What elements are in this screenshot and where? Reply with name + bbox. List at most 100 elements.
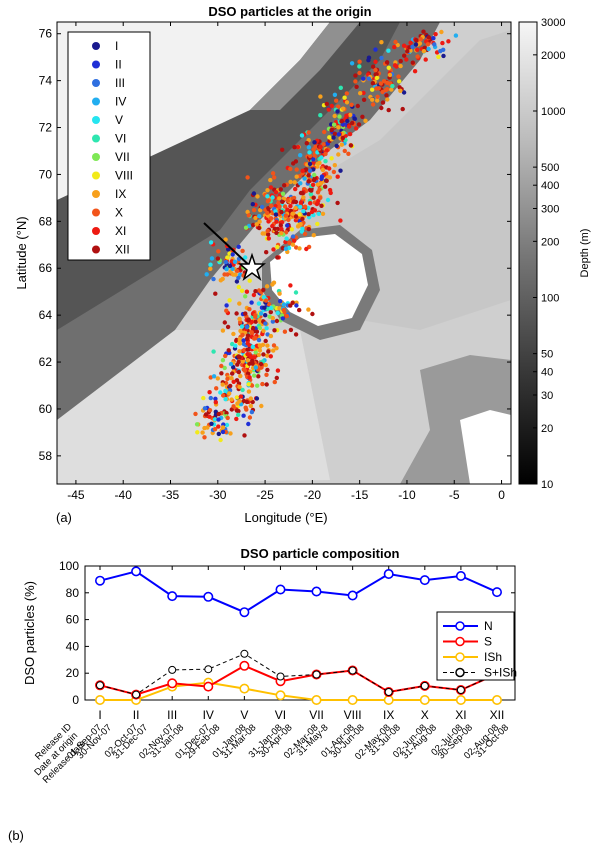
particle-dot	[251, 207, 257, 213]
particle-dot	[332, 163, 337, 168]
particle-dot	[389, 87, 394, 92]
particle-dot	[229, 397, 234, 402]
particle-dot	[208, 266, 213, 271]
particle-dot	[202, 435, 207, 440]
data-point	[95, 694, 106, 705]
particle-dot	[327, 135, 332, 140]
map-ytick-label: 62	[39, 355, 53, 369]
particle-dot	[325, 197, 331, 203]
particle-dot	[338, 85, 343, 91]
data-point	[312, 670, 321, 679]
particle-dot	[412, 69, 418, 74]
particle-dot	[237, 384, 242, 390]
particle-dot	[258, 311, 264, 316]
particle-dot	[261, 295, 267, 300]
particle-dot	[405, 49, 410, 54]
data-point	[384, 688, 393, 696]
particle-dot	[375, 94, 380, 100]
particle-dot	[268, 177, 273, 183]
particle-dot	[397, 79, 402, 84]
colorbar-tick-label: 10	[541, 479, 553, 491]
particle-dot	[231, 404, 236, 409]
particle-dot	[295, 144, 301, 150]
legend-label: VI	[115, 132, 126, 146]
particle-dot	[300, 216, 305, 222]
particle-dot	[282, 204, 288, 209]
particle-dot	[231, 365, 236, 370]
particle-dot	[237, 301, 242, 306]
particle-dot	[301, 208, 306, 214]
particle-dot	[240, 387, 245, 393]
particle-dot	[216, 431, 221, 437]
release-id-label: IV	[203, 708, 214, 722]
map-ytick-label: 64	[39, 308, 53, 322]
map-xtick-label: -45	[67, 488, 85, 502]
particle-dot	[216, 424, 221, 429]
particle-dot	[268, 354, 273, 359]
particle-dot	[225, 255, 230, 260]
series-line-ish	[100, 681, 497, 701]
chart-ylabel: DSO particles (%)	[22, 581, 37, 685]
release-id-label: XI	[455, 708, 466, 722]
particle-dot	[315, 221, 320, 227]
particle-dot	[395, 42, 400, 48]
colorbar-tick-label: 200	[541, 236, 559, 248]
particle-dot	[240, 332, 245, 338]
particle-dot	[289, 227, 295, 232]
particle-dot	[341, 106, 346, 111]
particle-dot	[207, 414, 212, 419]
particle-dot	[272, 226, 278, 231]
particle-dot	[290, 211, 295, 216]
particle-dot	[243, 255, 248, 260]
map-ytick-label: 66	[39, 261, 53, 275]
particle-dot	[288, 166, 293, 172]
particle-dot	[225, 415, 230, 421]
particle-dot	[271, 343, 277, 348]
particle-dot	[223, 388, 228, 394]
particle-dot	[363, 118, 368, 124]
legend-marker	[92, 245, 100, 254]
particle-dot	[219, 371, 224, 376]
particle-dot	[294, 303, 299, 308]
particle-dot	[386, 48, 391, 53]
legend-marker	[455, 621, 465, 631]
legend-label: XI	[115, 224, 126, 238]
particle-dot	[212, 417, 218, 422]
particle-dot	[270, 171, 276, 176]
particle-dot	[342, 95, 347, 100]
particle-dot	[332, 131, 338, 136]
particle-dot	[303, 167, 309, 172]
particle-dot	[216, 411, 221, 417]
chart-title: DSO particle composition	[241, 546, 400, 561]
particle-dot	[229, 376, 234, 381]
particle-dot	[246, 318, 251, 323]
legend-marker	[455, 667, 465, 678]
chart-ytick-label: 80	[66, 586, 80, 600]
particle-dot	[280, 316, 285, 321]
map-xtick-label: -30	[209, 488, 227, 502]
data-point	[455, 570, 466, 581]
particle-dot	[322, 129, 327, 135]
particle-dot	[203, 412, 209, 417]
particle-dot	[225, 376, 230, 381]
particle-dot	[323, 184, 328, 189]
particle-dot	[248, 403, 253, 409]
particle-dot	[275, 244, 280, 250]
legend-label: V	[115, 113, 123, 127]
particle-dot	[245, 333, 251, 338]
data-point	[420, 681, 429, 690]
particle-dot	[355, 103, 360, 109]
particle-dot	[249, 319, 254, 325]
particle-dot	[431, 36, 436, 41]
particle-dot	[234, 408, 240, 413]
colorbar-tick-label: 20	[541, 423, 553, 435]
particle-dot	[398, 88, 403, 94]
particle-dot	[336, 104, 341, 109]
data-point	[347, 694, 358, 705]
particle-dot	[236, 244, 241, 249]
particle-dot	[392, 63, 398, 68]
particle-dot	[278, 187, 283, 192]
particle-dot	[234, 311, 239, 316]
particle-dot	[338, 218, 343, 223]
